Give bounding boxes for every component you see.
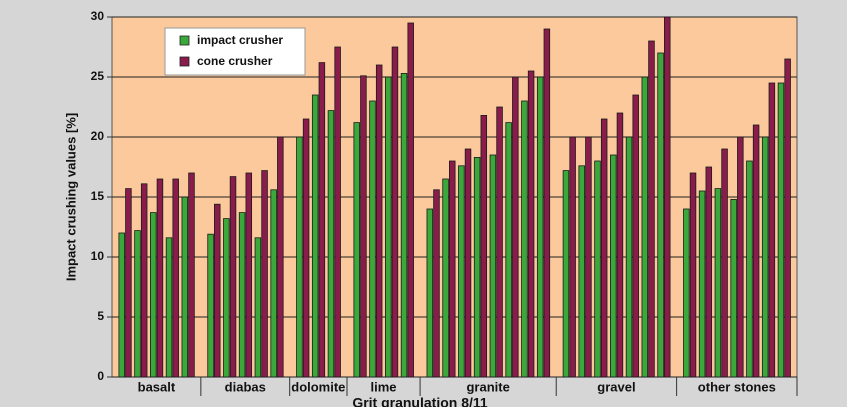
bar xyxy=(689,172,697,378)
bar xyxy=(505,122,512,378)
bar xyxy=(657,52,664,378)
bar xyxy=(616,112,624,378)
bar xyxy=(118,232,125,378)
bar xyxy=(777,82,785,378)
bar xyxy=(705,166,713,378)
bar xyxy=(426,208,434,378)
bar xyxy=(543,28,551,378)
bar xyxy=(134,230,141,378)
bar xyxy=(473,156,481,378)
bar xyxy=(400,73,408,378)
bar xyxy=(238,212,246,378)
y-tick-label: 30 xyxy=(91,9,105,23)
x-tick-label: granite xyxy=(466,379,509,394)
legend-label: cone crusher xyxy=(197,54,273,68)
bar xyxy=(625,136,633,378)
bar xyxy=(752,124,760,378)
x-tick-label: lime xyxy=(371,379,397,394)
bar xyxy=(125,188,132,378)
bar xyxy=(261,170,268,378)
bar xyxy=(585,136,592,378)
bar xyxy=(480,115,488,378)
bar xyxy=(165,237,173,378)
bar xyxy=(714,188,722,378)
bar xyxy=(521,100,528,378)
bar xyxy=(683,208,690,378)
bar xyxy=(245,172,253,378)
y-tick-label: 25 xyxy=(91,69,105,83)
bar xyxy=(721,148,728,378)
bar xyxy=(296,136,303,378)
bar xyxy=(360,75,367,378)
y-tick-label: 15 xyxy=(91,189,105,203)
legend-swatch xyxy=(179,56,190,67)
x-tick-label: basalt xyxy=(138,379,176,394)
bar xyxy=(641,76,649,378)
bar xyxy=(569,136,576,378)
bar xyxy=(214,203,221,378)
bar xyxy=(578,165,585,378)
bar xyxy=(318,62,326,378)
bar xyxy=(737,136,744,378)
bar xyxy=(181,196,189,378)
bar xyxy=(375,64,383,378)
y-tick-label: 0 xyxy=(97,369,104,383)
legend-label: impact crusher xyxy=(197,33,283,47)
bar xyxy=(188,172,195,378)
x-tick-label: gravel xyxy=(597,379,635,394)
bar xyxy=(449,160,456,378)
bar xyxy=(334,46,341,378)
bar xyxy=(632,94,639,378)
bar xyxy=(140,183,148,378)
bar xyxy=(458,165,465,378)
bar xyxy=(385,76,392,378)
bar xyxy=(172,178,179,378)
bar xyxy=(327,110,335,378)
x-tick-label: diabas xyxy=(225,379,266,394)
bar xyxy=(512,76,519,378)
x-axis-title: Grit granulation 8/11 xyxy=(352,395,488,407)
bar xyxy=(536,76,544,378)
y-tick-label: 20 xyxy=(91,129,105,143)
legend-swatch xyxy=(179,35,190,46)
bar xyxy=(730,198,737,378)
bar xyxy=(594,160,601,378)
y-tick-label: 5 xyxy=(97,309,104,323)
bar xyxy=(302,118,310,378)
bar xyxy=(311,94,319,378)
x-tick-label: other stones xyxy=(698,379,776,394)
bar xyxy=(433,189,440,378)
x-tick-label: dolomite xyxy=(291,379,345,394)
bar xyxy=(277,136,284,378)
bar xyxy=(489,154,497,378)
bar xyxy=(369,100,376,378)
bar xyxy=(664,16,671,378)
bar xyxy=(527,70,535,378)
bar xyxy=(761,136,769,378)
bar xyxy=(496,106,503,378)
bar xyxy=(562,170,570,378)
bar xyxy=(648,40,655,378)
bar xyxy=(353,122,360,378)
bar xyxy=(391,46,399,378)
bar xyxy=(407,22,414,378)
bar xyxy=(698,190,706,378)
bar xyxy=(600,118,608,378)
bar xyxy=(150,212,157,378)
bar xyxy=(610,154,617,378)
y-tick-label: 10 xyxy=(91,249,105,263)
bar xyxy=(254,237,262,378)
bar xyxy=(270,189,277,378)
bar xyxy=(223,218,230,378)
bar xyxy=(207,233,214,378)
bar xyxy=(442,178,449,378)
bar xyxy=(156,178,164,378)
bar xyxy=(746,160,753,378)
bar xyxy=(768,82,776,378)
y-axis-title: Impact crushing values [%] xyxy=(63,113,78,281)
bar xyxy=(784,58,791,378)
bar xyxy=(464,148,472,378)
bar xyxy=(229,176,237,378)
